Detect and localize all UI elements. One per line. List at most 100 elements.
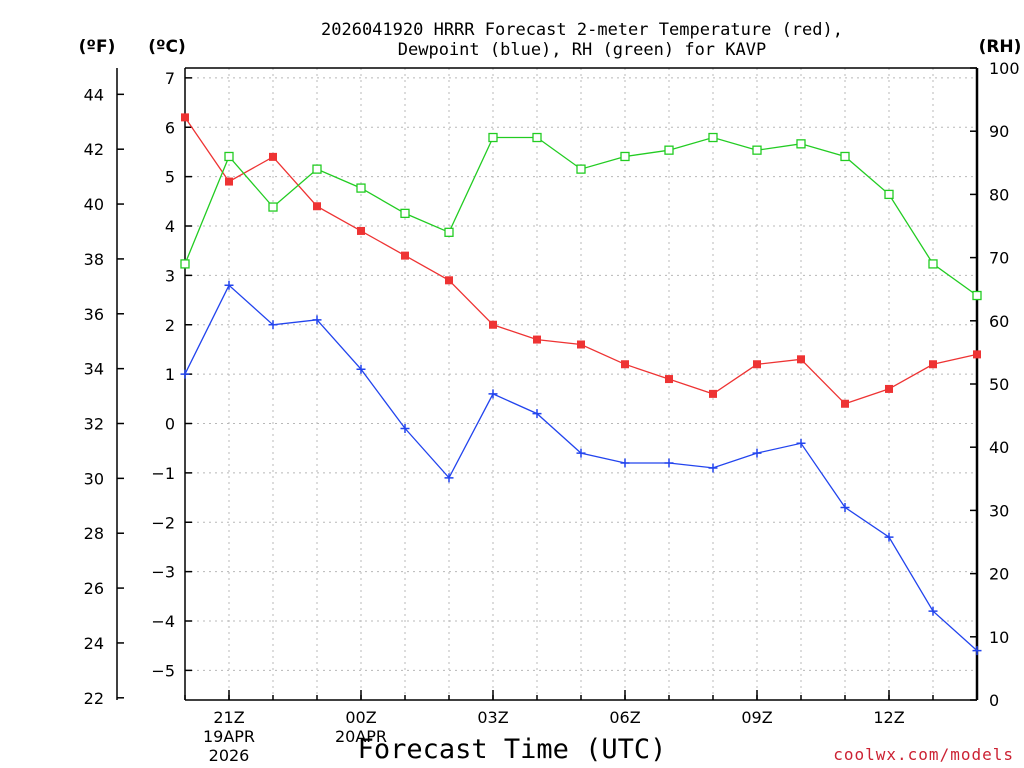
fahrenheit-tick-label: 44 <box>84 85 104 104</box>
x-tick-date: 20APR <box>335 727 387 746</box>
temperature-point <box>665 375 673 384</box>
temperature-point <box>929 360 937 369</box>
dewpoint-line <box>184 284 978 652</box>
rh-point <box>444 227 454 237</box>
rh-series <box>180 132 982 301</box>
fahrenheit-tick-label: 34 <box>84 360 104 379</box>
chart-title-line-2: Dewpoint (blue), RH (green) for KAVP <box>398 40 766 60</box>
dewpoint-point <box>312 315 322 325</box>
fahrenheit-tick-label: 42 <box>84 140 104 159</box>
x-tick-label: 21Z <box>213 708 244 727</box>
temperature-point <box>885 384 893 393</box>
dewpoint-point <box>928 606 938 616</box>
dewpoint-point <box>796 438 806 448</box>
rh-point <box>708 132 718 143</box>
dewpoint-point <box>356 364 366 374</box>
x-tick-label: 06Z <box>609 708 640 727</box>
rh-point <box>884 189 894 200</box>
x-tick-label: 00Z <box>345 708 376 727</box>
rh-tick-label: 20 <box>989 565 1009 584</box>
x-tick-year: 2026 <box>209 746 250 765</box>
temperature-point <box>709 389 717 398</box>
celsius-tick-label: 3 <box>165 266 175 285</box>
celsius-tick-label: −1 <box>151 464 175 483</box>
dewpoint-point <box>268 320 278 330</box>
rh-tick-label: 60 <box>989 312 1009 331</box>
dewpoint-point <box>400 423 410 433</box>
dewpoint-point <box>576 448 586 458</box>
celsius-tick-label: −3 <box>151 563 175 582</box>
temperature-point <box>269 152 277 161</box>
credit-text: coolwx.com/models <box>833 745 1014 764</box>
rh-point <box>620 151 630 162</box>
rh-point <box>180 259 190 269</box>
fahrenheit-tick-label: 24 <box>84 634 104 653</box>
dewpoint-point <box>972 646 982 656</box>
fahrenheit-tick-label: 38 <box>84 250 104 269</box>
rh-point <box>488 132 498 143</box>
temperature-point <box>181 113 189 122</box>
celsius-tick-label: 1 <box>165 365 175 384</box>
rh-tick-label: 90 <box>989 122 1009 141</box>
fahrenheit-tick-label: 40 <box>84 195 104 214</box>
rh-tick-label: 80 <box>989 185 1009 204</box>
rh-tick-label: 70 <box>989 249 1009 268</box>
temperature-series <box>181 113 981 408</box>
rh-point <box>356 183 366 193</box>
rh-point <box>532 132 542 143</box>
temperature-point <box>753 360 761 369</box>
rh-point <box>752 145 762 155</box>
rh-point <box>796 139 806 149</box>
rh-point <box>268 202 278 212</box>
celsius-axis-label: (ºC) <box>148 37 186 57</box>
dewpoint-point <box>708 463 718 473</box>
dewpoint-point <box>532 409 542 419</box>
rh-point <box>312 164 322 174</box>
rh-point <box>840 151 850 162</box>
temperature-point <box>621 360 629 369</box>
temperature-point <box>445 276 453 285</box>
fahrenheit-axis-label: (ºF) <box>79 37 116 57</box>
fahrenheit-tick-label: 32 <box>84 415 104 434</box>
axes <box>116 67 979 701</box>
celsius-tick-label: 6 <box>165 118 175 137</box>
celsius-tick-label: −4 <box>151 612 175 631</box>
celsius-tick-label: 7 <box>165 69 175 88</box>
temperature-point <box>225 177 233 186</box>
celsius-tick-label: 4 <box>165 217 175 236</box>
fahrenheit-tick-label: 26 <box>84 579 104 598</box>
temperature-point <box>489 320 497 329</box>
temperature-point <box>797 355 805 364</box>
x-tick-date: 19APR <box>203 727 255 746</box>
temperature-point <box>401 251 409 260</box>
rh-point <box>928 259 938 269</box>
dewpoint-point <box>444 473 454 483</box>
dewpoint-point <box>840 502 850 512</box>
fahrenheit-tick-label: 28 <box>84 524 104 543</box>
rh-axis-label: (RH) <box>979 37 1022 57</box>
rh-point <box>664 145 674 155</box>
dewpoint-series <box>180 280 982 656</box>
temperature-point <box>357 226 365 235</box>
temperature-point <box>577 340 585 349</box>
rh-point <box>576 164 586 174</box>
rh-tick-label: 10 <box>989 628 1009 647</box>
rh-tick-label: 50 <box>989 375 1009 394</box>
axis-ticks: −5−4−3−2−1012345672224262830323436384042… <box>84 59 1020 765</box>
fahrenheit-tick-label: 36 <box>84 305 104 324</box>
dewpoint-point <box>752 448 762 458</box>
x-axis-title: Forecast Time (UTC) <box>358 734 667 765</box>
temperature-point <box>533 335 541 344</box>
rh-tick-label: 100 <box>989 59 1020 78</box>
series-layer <box>180 113 982 656</box>
rh-tick-label: 30 <box>989 501 1009 520</box>
celsius-tick-label: 2 <box>165 316 175 335</box>
temperature-point <box>841 399 849 408</box>
x-tick-label: 09Z <box>741 708 772 727</box>
fahrenheit-tick-label: 22 <box>84 689 104 708</box>
x-tick-label: 03Z <box>477 708 508 727</box>
dewpoint-point <box>664 458 674 468</box>
celsius-tick-label: −5 <box>151 661 175 680</box>
rh-line <box>184 136 978 297</box>
